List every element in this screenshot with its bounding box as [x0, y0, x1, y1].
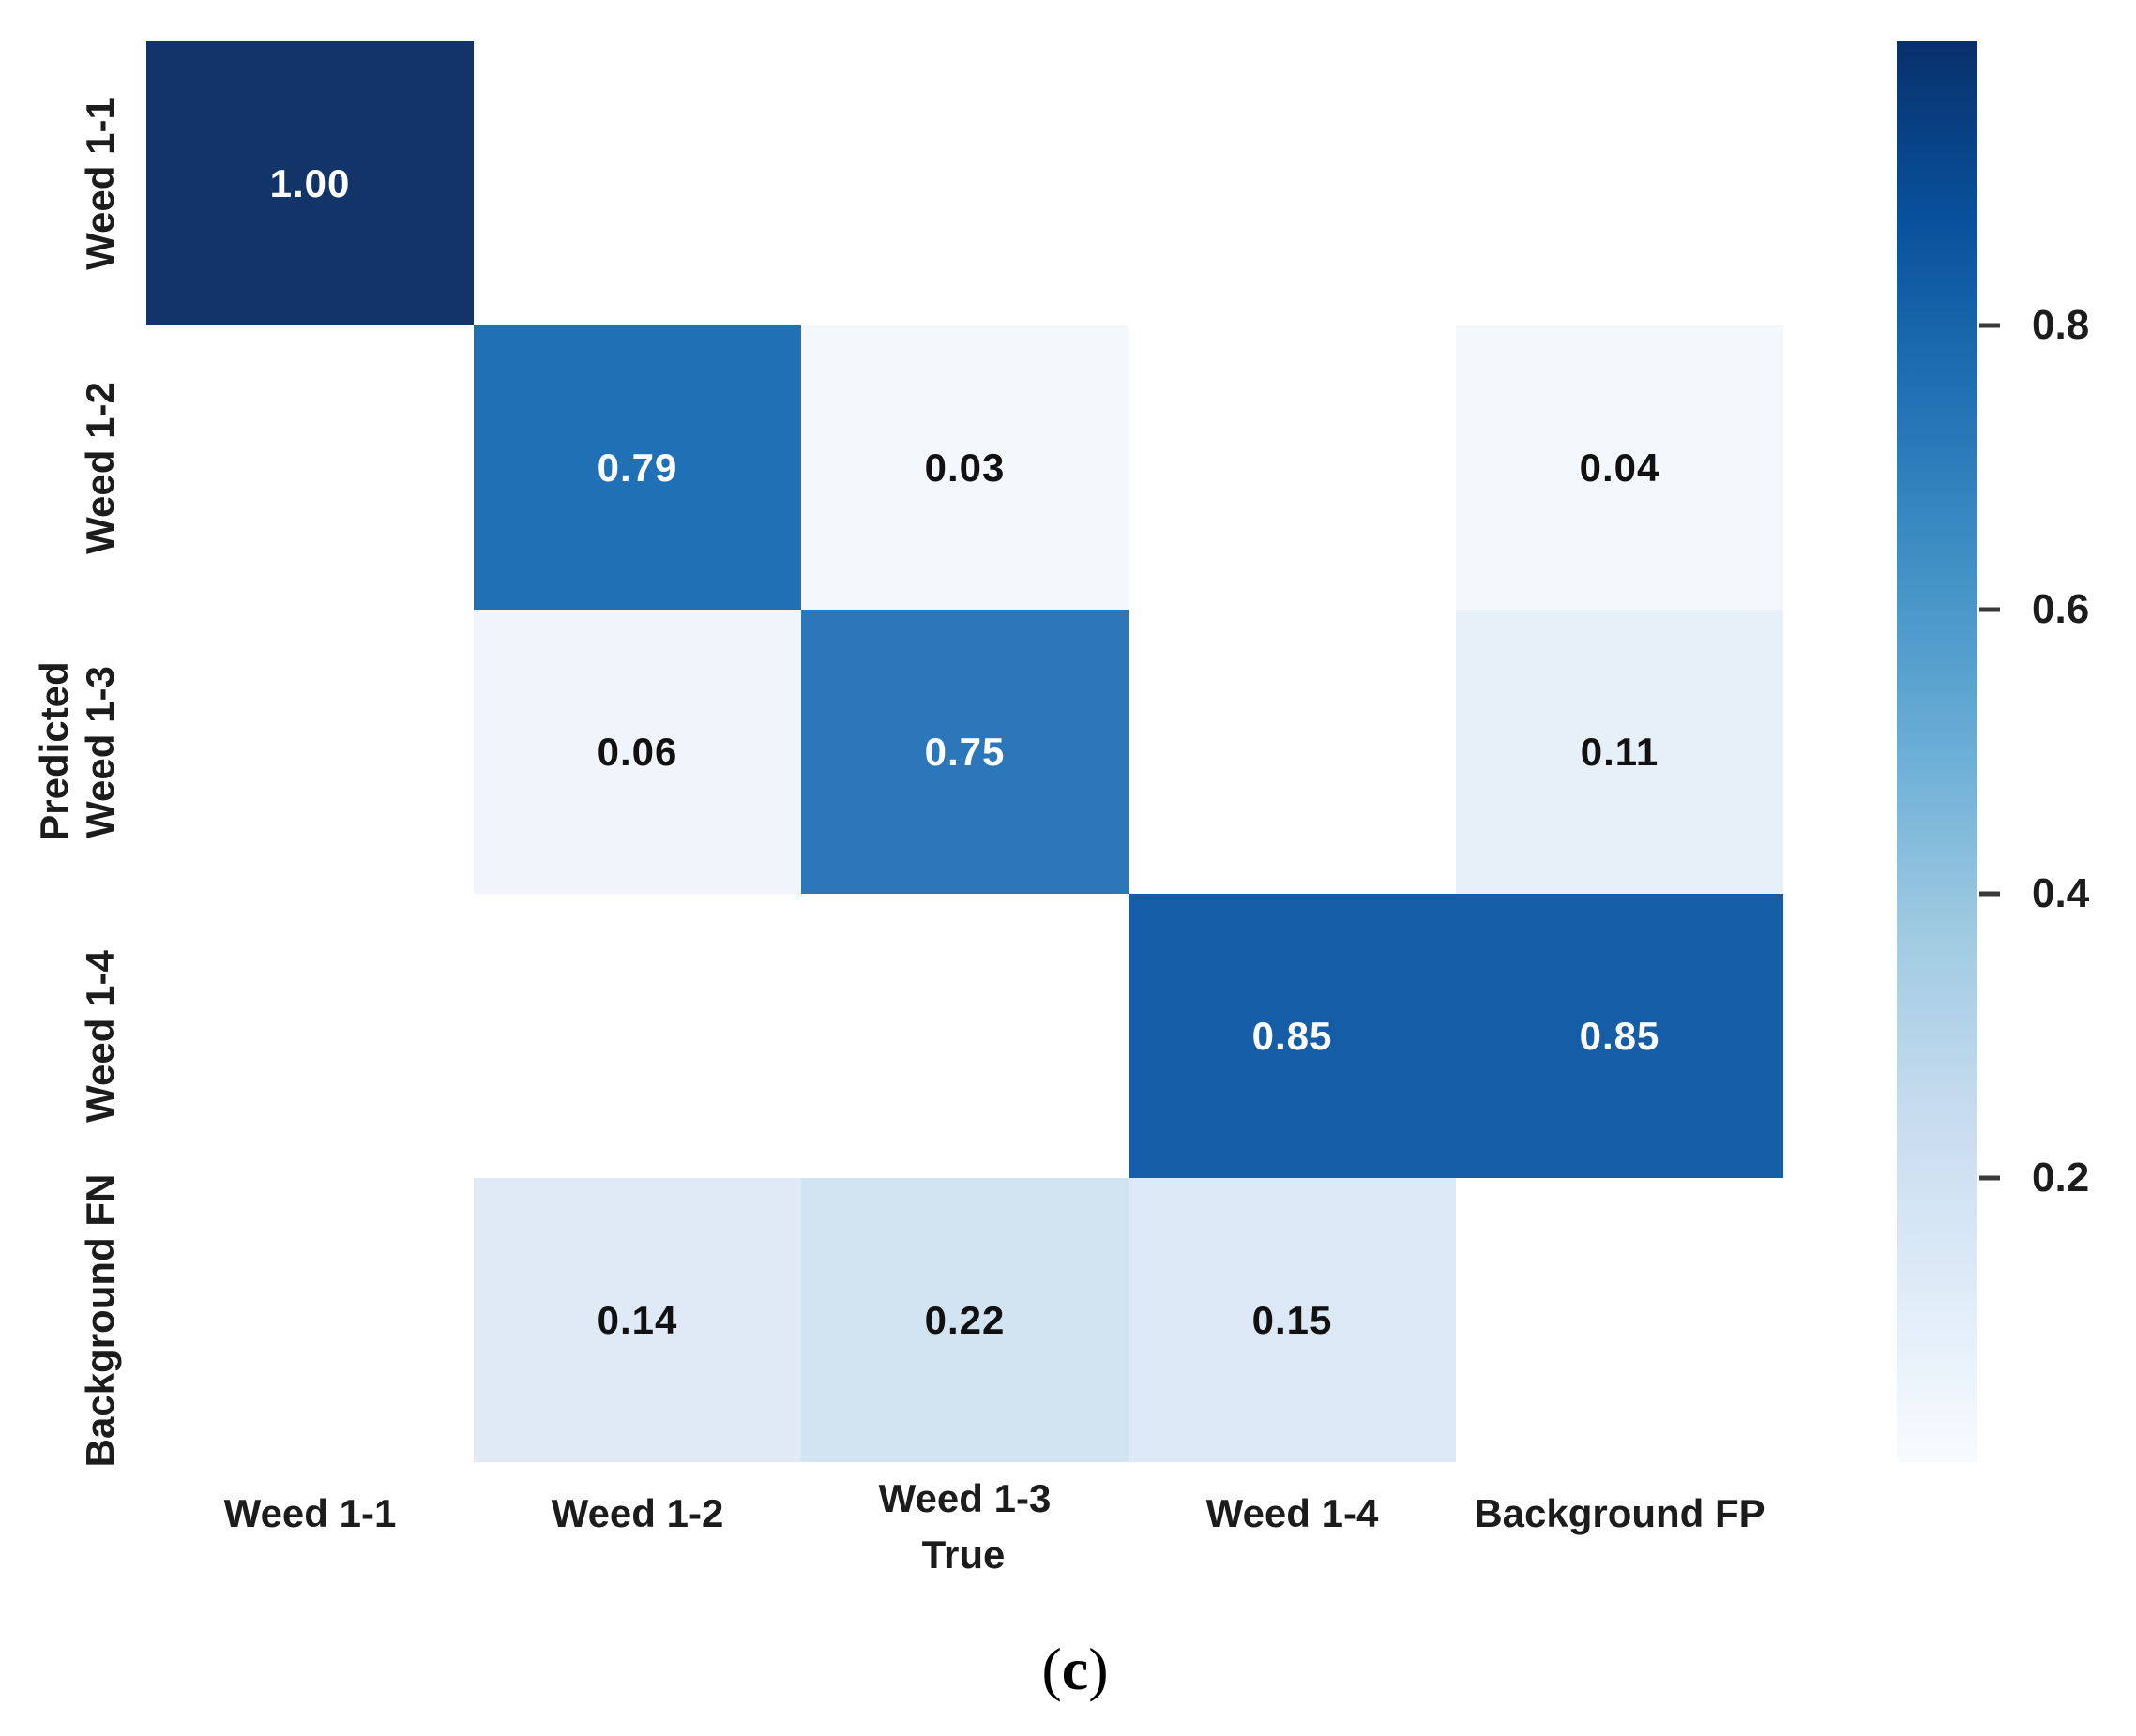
caption-letter: c	[1061, 1636, 1089, 1702]
heatmap-cell-r2c2: 0.75	[801, 610, 1129, 894]
caption-paren-open: (	[1041, 1636, 1062, 1702]
y-tick-label-0: Weed 1-1	[78, 97, 122, 270]
colorbar-tick-label-0: 0.8	[2032, 302, 2090, 348]
y-tick-label-3: Weed 1-4	[78, 949, 122, 1123]
colorbar-tick-mark-2	[1979, 891, 2000, 897]
cell-value: 0.14	[597, 1297, 678, 1342]
colorbar	[1897, 41, 1977, 1462]
cell-value: 0.75	[924, 729, 1006, 774]
heatmap-cell-r4c1: 0.14	[474, 1178, 801, 1462]
colorbar-tick-label-1: 0.6	[2032, 586, 2090, 632]
x-tick-label-1: Weed 1-2	[551, 1491, 724, 1535]
y-tick-label-4: Background FN	[78, 1173, 122, 1467]
cell-value: 0.04	[1579, 445, 1660, 490]
cell-value: 0.06	[597, 729, 678, 774]
x-tick-label-2: Weed 1-3	[878, 1476, 1052, 1520]
colorbar-tick-label-3: 0.2	[2032, 1155, 2090, 1200]
y-tick-label-2: Weed 1-3	[78, 665, 122, 838]
cell-value: 0.11	[1580, 729, 1659, 774]
colorbar-tick-mark-0	[1979, 323, 2000, 328]
cell-value: 0.15	[1251, 1297, 1333, 1342]
heatmap-cell-r3c3: 0.85	[1129, 894, 1456, 1178]
cell-value: 0.79	[597, 445, 678, 490]
y-tick-label-1: Weed 1-2	[78, 381, 122, 554]
cell-value: 0.22	[924, 1297, 1006, 1342]
x-axis-title: True	[921, 1532, 1006, 1577]
heatmap-cell-r4c3: 0.15	[1129, 1178, 1456, 1462]
x-tick-label-3: Weed 1-4	[1205, 1491, 1379, 1535]
heatmap-cell-r1c4: 0.04	[1456, 325, 1783, 610]
cell-value: 1.00	[269, 160, 351, 205]
heatmap-cell-r0c0: 1.00	[146, 41, 474, 325]
heatmap-cell-r1c2: 0.03	[801, 325, 1129, 610]
heatmap-cell-r4c2: 0.22	[801, 1178, 1129, 1462]
figure-caption: (c)	[1041, 1635, 1108, 1704]
x-tick-label-4: Background FP	[1474, 1491, 1765, 1535]
x-tick-label-0: Weed 1-1	[223, 1491, 397, 1535]
heatmap-cell-r2c1: 0.06	[474, 610, 801, 894]
colorbar-tick-mark-3	[1979, 1175, 2000, 1181]
heatmap-cell-r1c1: 0.79	[474, 325, 801, 610]
heatmap-cell-r2c4: 0.11	[1456, 610, 1783, 894]
cell-value: 0.85	[1579, 1013, 1660, 1058]
colorbar-tick-mark-1	[1979, 607, 2000, 612]
heatmap-cell-r3c4: 0.85	[1456, 894, 1783, 1178]
y-axis-title: Predicted	[32, 661, 76, 841]
caption-paren-close: )	[1088, 1636, 1109, 1702]
colorbar-tick-label-2: 0.4	[2032, 870, 2090, 916]
cell-value: 0.03	[924, 445, 1006, 490]
cell-value: 0.85	[1251, 1013, 1333, 1058]
